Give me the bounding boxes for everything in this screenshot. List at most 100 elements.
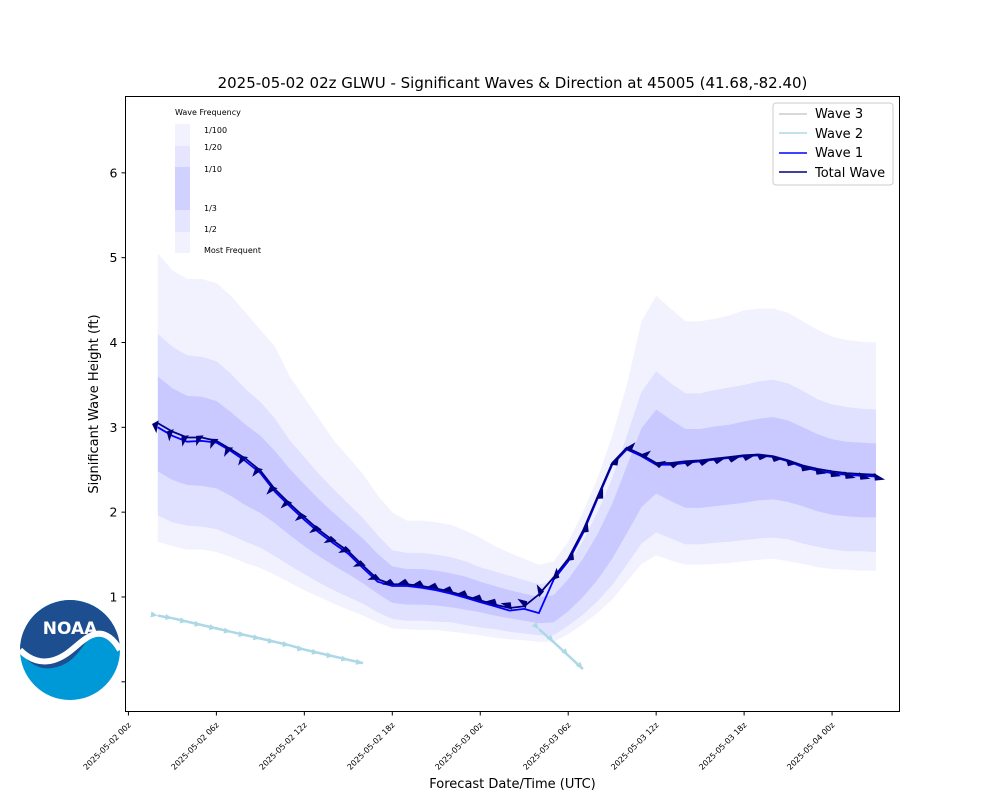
direction-arrow-head <box>500 602 512 610</box>
wave-2-arrow <box>267 637 275 644</box>
plot-frame <box>125 96 900 712</box>
wave-2-arrow <box>238 631 246 637</box>
wave-2-arrow-head <box>575 661 583 670</box>
band-1-10 <box>157 376 877 624</box>
wave-2-arrow <box>296 645 305 652</box>
direction-arrow-head <box>238 455 249 466</box>
series-line-total-wave <box>157 422 877 609</box>
y-axis-label: Significant Wave Height (ft) <box>87 314 102 493</box>
direction-arrow <box>566 549 574 562</box>
direction-arrow-head <box>682 460 696 467</box>
direction-arrow <box>470 594 483 602</box>
direction-arrow-head <box>440 586 454 593</box>
direction-arrow <box>382 578 396 585</box>
direction-arrow <box>552 567 560 581</box>
wave-2-arrow <box>575 661 583 670</box>
direction-arrow <box>756 453 769 461</box>
freq-swatch-1-10 <box>175 167 190 210</box>
wave-2-arrow <box>355 658 363 665</box>
wave-2-arrow <box>282 641 290 648</box>
y-tick-label: 3 <box>110 420 118 435</box>
direction-arrow <box>252 467 263 477</box>
direction-arrow-head <box>859 472 871 480</box>
wave-2-arrow-head <box>561 648 569 656</box>
direction-arrow <box>785 459 798 467</box>
wave-2-arrow <box>546 634 554 642</box>
direction-arrow <box>682 460 696 467</box>
direction-arrow <box>517 598 528 609</box>
direction-arrow-head <box>609 455 620 466</box>
direction-arrow-head <box>638 450 651 460</box>
wave-2-arrow-head <box>238 631 246 637</box>
direction-arrow <box>396 578 410 585</box>
direction-arrow-head <box>367 573 381 580</box>
direction-arrow-head <box>741 454 755 461</box>
wave-2-arrow-head <box>150 611 158 618</box>
direction-arrow-head <box>815 467 827 475</box>
direction-arrow <box>624 442 636 452</box>
direction-arrow <box>800 463 813 472</box>
wave-2-arrow <box>531 621 539 630</box>
direction-arrow <box>500 602 512 610</box>
freq-swatch-1-20 <box>175 146 190 167</box>
direction-arrow <box>485 598 498 606</box>
direction-arrow-head <box>210 438 219 450</box>
direction-arrow <box>711 458 726 465</box>
direction-arrow-head <box>756 453 769 461</box>
direction-arrow <box>815 467 827 475</box>
direction-arrow-head <box>181 435 189 447</box>
legend-label-wave-1: Wave 1 <box>815 146 863 161</box>
direction-arrow <box>210 438 219 450</box>
direction-arrow-head <box>352 560 366 567</box>
direction-arrow <box>266 485 278 495</box>
direction-arrow-head <box>536 584 545 598</box>
direction-arrow-head <box>224 446 234 457</box>
frequency-key-title: Wave Frequency <box>175 108 241 117</box>
x-axis-label: Forecast Date/Time (UTC) <box>429 777 595 792</box>
direction-arrow-head <box>252 467 263 477</box>
direction-arrow-head <box>711 458 726 465</box>
direction-arrow <box>367 573 381 580</box>
y-tick-label: 4 <box>110 335 118 350</box>
wave-2-arrow-head <box>208 624 217 631</box>
direction-arrows <box>150 420 886 671</box>
direction-arrow-head <box>517 598 528 609</box>
direction-arrow <box>741 454 755 461</box>
direction-arrow-head <box>785 459 798 467</box>
freq-label-1-10: 1/10 <box>204 165 222 174</box>
direction-arrow-head <box>152 420 159 434</box>
y-tick-label: 1 <box>110 589 118 604</box>
direction-arrow <box>595 488 604 499</box>
noaa-logo: NOAA <box>17 600 123 700</box>
wave-2-arrow-head <box>282 641 290 648</box>
wave-2-arrow-head <box>194 620 202 627</box>
direction-arrow-head <box>470 594 483 602</box>
freq-label-1-2: 1/2 <box>204 225 217 234</box>
direction-arrow <box>181 435 189 447</box>
wave-2-arrow-head <box>340 655 349 662</box>
wave-2-arrow-head <box>546 634 554 642</box>
direction-arrow-head <box>595 488 604 499</box>
noaa-logo-dark-band <box>20 600 120 669</box>
direction-arrow <box>581 521 589 534</box>
wave-2-arrow-head <box>531 621 539 630</box>
x-tick-label: 2025-05-03 18z <box>697 721 748 772</box>
x-tick-label: 2025-05-02 18z <box>345 721 396 772</box>
direction-arrow <box>280 499 293 509</box>
direction-arrow <box>536 584 545 598</box>
direction-arrow-head <box>294 512 308 522</box>
direction-arrow-head <box>844 471 856 479</box>
wave-2-arrow <box>179 617 188 624</box>
wave-2-arrow <box>252 634 261 641</box>
direction-arrow-head <box>667 461 681 469</box>
direction-arrow-head <box>829 469 842 478</box>
direction-arrow-head <box>552 567 560 581</box>
x-tick-label: 2025-05-02 12z <box>258 721 309 772</box>
frequency-bands <box>157 253 877 642</box>
frequency-key: Wave Frequency 1/100 1/20 1/10 1/3 1/2 M… <box>175 108 261 255</box>
direction-arrow-head <box>426 582 440 590</box>
wave-2-arrow-head <box>223 627 231 634</box>
wave-2-arrow-head <box>296 645 305 652</box>
x-tick-label: 2025-05-03 12z <box>609 721 660 772</box>
